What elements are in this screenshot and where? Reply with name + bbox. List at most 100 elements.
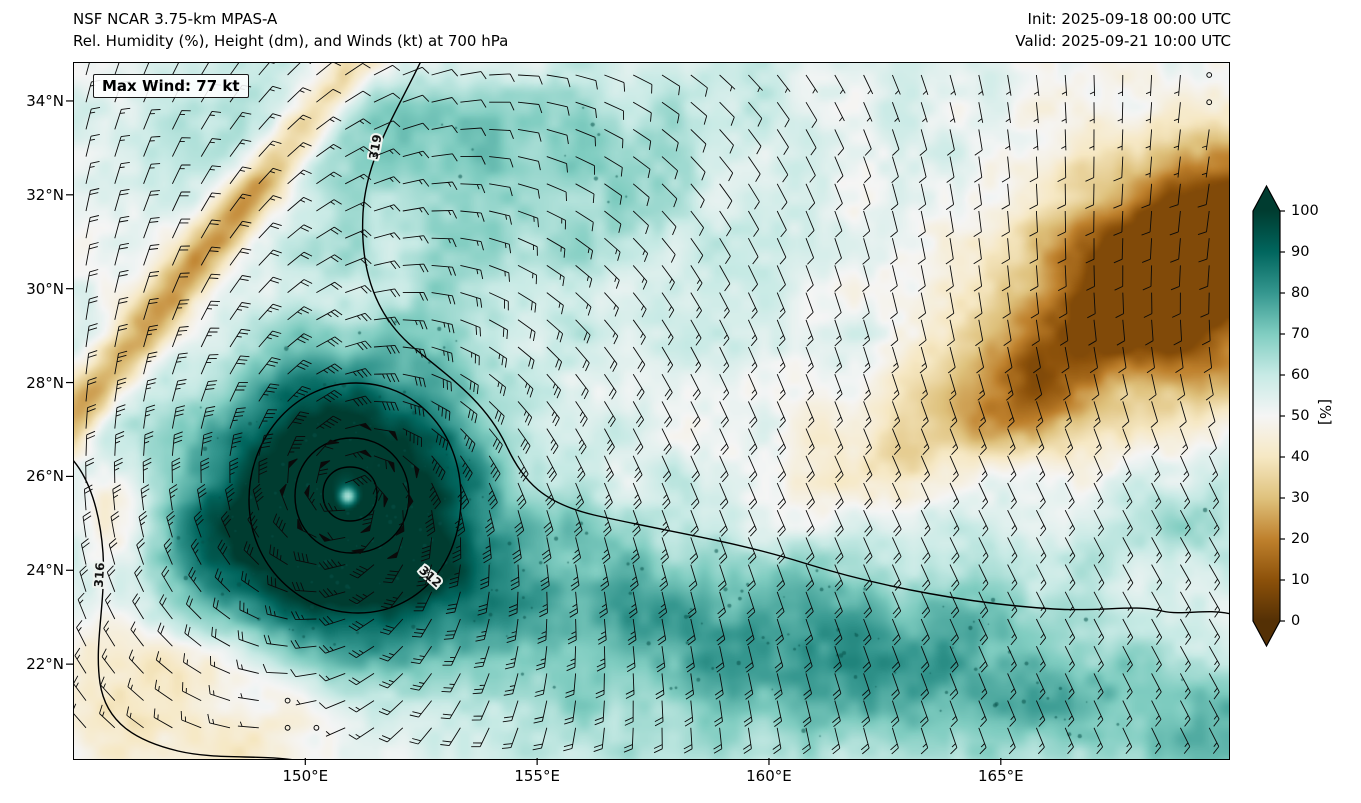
wind-barb	[575, 237, 594, 260]
wind-barb	[1145, 74, 1153, 97]
map-area: 319 316 312 Max Wind: 77 kt	[73, 62, 1230, 760]
wind-barb	[460, 237, 484, 251]
wind-barb	[1061, 129, 1067, 151]
wind-barb	[978, 673, 988, 700]
wind-barb	[805, 74, 818, 94]
wind-barb	[1005, 129, 1011, 151]
wind-barb	[632, 129, 652, 150]
wind-barb	[460, 373, 479, 395]
wind-barb	[661, 210, 677, 236]
wind-barb	[661, 292, 675, 318]
wind-barb	[1007, 537, 1018, 564]
wind-barb	[627, 618, 637, 646]
wind-barb	[1006, 374, 1014, 401]
wind-barb	[833, 646, 842, 673]
wind-barb	[184, 624, 202, 647]
wind-barb	[1201, 156, 1210, 178]
wind-barb	[1203, 346, 1213, 373]
wind-barb	[1201, 129, 1210, 151]
wind-barb	[890, 700, 900, 728]
wind-barb	[345, 474, 372, 487]
wind-barb	[690, 292, 702, 319]
wind-barb	[629, 564, 639, 591]
wind-barb	[690, 455, 700, 483]
wind-barb	[661, 183, 678, 208]
wind-barb	[746, 591, 756, 619]
wind-barb	[604, 428, 615, 455]
wind-barb	[978, 401, 987, 428]
wind-barb	[1089, 346, 1098, 374]
wind-barb	[344, 118, 371, 130]
wind-barb	[546, 346, 563, 371]
wind-barb	[1005, 74, 1012, 96]
wind-barb	[1002, 292, 1011, 319]
wind-barb	[978, 564, 989, 591]
wind-barb	[1122, 591, 1134, 618]
wind-barb	[890, 292, 898, 319]
wind-barb	[686, 646, 695, 673]
wind-barb	[454, 510, 466, 537]
wind-barb	[805, 455, 815, 483]
wind-barb	[1057, 265, 1067, 291]
wind-barb	[546, 428, 559, 455]
wind-barb	[402, 235, 429, 244]
wind-barb	[719, 374, 730, 401]
wind-barb	[290, 668, 317, 678]
colorbar-tick-label: 0	[1291, 613, 1301, 629]
wind-barb	[661, 74, 681, 96]
wind-barb	[171, 218, 191, 239]
wind-barb	[210, 655, 231, 674]
wind-barb	[604, 129, 624, 149]
wind-barb	[863, 591, 873, 619]
wind-barb	[1085, 210, 1095, 237]
wind-barb	[402, 66, 430, 76]
wind-barb	[171, 379, 187, 402]
wind-barb	[1122, 727, 1133, 754]
wind-barb	[977, 102, 984, 123]
wind-barb	[832, 700, 841, 728]
wind-barb	[229, 407, 246, 429]
wind-barb	[1033, 74, 1040, 96]
wind-barb	[541, 537, 552, 564]
wind-barb	[180, 710, 202, 729]
wind-barb	[978, 727, 987, 755]
wind-barb	[1173, 102, 1181, 124]
wind-barb	[85, 377, 97, 402]
wind-barb	[719, 74, 736, 92]
wind-barb	[85, 160, 100, 184]
wind-barb	[1029, 238, 1039, 264]
wind-barb	[654, 700, 664, 727]
wind-barb	[805, 401, 815, 428]
wind-barb	[182, 682, 202, 702]
wind-barb	[546, 455, 557, 482]
wind-barb	[973, 238, 982, 265]
wind-barb	[264, 605, 288, 620]
wind-barb	[919, 700, 929, 728]
wind-barb	[1033, 129, 1039, 151]
wind-barb	[1057, 210, 1067, 237]
wind-barb	[1180, 700, 1191, 727]
wind-barb	[661, 510, 670, 537]
wind-barb	[287, 169, 312, 185]
wind-barb	[1180, 618, 1192, 645]
y-tick-label: 26°N	[26, 467, 64, 486]
wind-barb	[85, 133, 100, 157]
wind-barb	[690, 373, 701, 401]
wind-barb	[1091, 374, 1100, 401]
wind-barb	[920, 646, 930, 673]
wind-barb	[834, 292, 842, 320]
wind-barb	[1034, 374, 1043, 401]
wind-barb	[719, 346, 730, 374]
wind-barb	[287, 411, 310, 429]
wind-barb	[834, 319, 842, 347]
wind-barb	[208, 685, 231, 702]
wind-barb	[163, 538, 173, 565]
wind-barb	[690, 101, 708, 125]
wind-barb	[1007, 510, 1018, 537]
wind-barb	[623, 727, 634, 753]
wind-barb	[1122, 537, 1134, 564]
wind-barb	[318, 615, 346, 626]
wind-barb	[373, 373, 400, 383]
wind-barb	[82, 511, 92, 538]
wind-barb	[85, 430, 96, 456]
